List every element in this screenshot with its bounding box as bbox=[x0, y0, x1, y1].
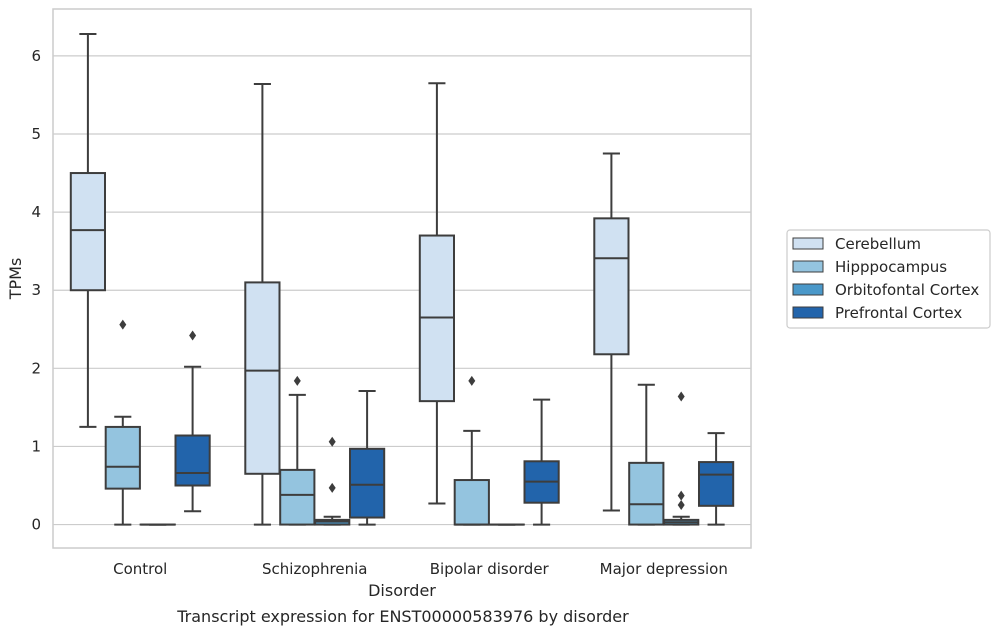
x-tick-label: Control bbox=[113, 560, 167, 578]
box-hipppocampus bbox=[453, 375, 490, 526]
box-prefrontal-cortex bbox=[174, 330, 211, 513]
x-axis-ticks: Control Schizophrenia Bipolar disorder Majo… bbox=[113, 560, 728, 578]
outlier-point bbox=[189, 330, 197, 341]
box-hipppocampus bbox=[104, 319, 141, 526]
box-hipppocampus bbox=[628, 383, 665, 526]
legend-frame bbox=[786, 229, 991, 329]
outlier-point bbox=[677, 490, 685, 501]
legend-swatch bbox=[792, 237, 824, 250]
gridlines bbox=[53, 55, 751, 526]
x-tick-label: Bipolar disorder bbox=[430, 560, 550, 578]
box-body bbox=[279, 468, 316, 526]
box-body bbox=[104, 425, 141, 490]
box-body bbox=[244, 281, 281, 475]
outlier-point bbox=[328, 482, 336, 493]
x-tick-label: Schizophrenia bbox=[262, 560, 367, 578]
y-tick-label: 0 bbox=[31, 516, 41, 534]
legend-label: Prefrontal Cortex bbox=[835, 304, 962, 322]
box-prefrontal-cortex bbox=[523, 398, 560, 526]
y-axis-ticks: 0 1 2 3 4 5 6 bbox=[31, 47, 41, 534]
box-cerebellum bbox=[244, 82, 281, 526]
box-cerebellum bbox=[69, 32, 107, 428]
y-tick-label: 6 bbox=[31, 47, 41, 65]
legend-swatch bbox=[792, 283, 824, 296]
y-tick-label: 5 bbox=[31, 125, 41, 143]
legend-label: Orbitofontal Cortex bbox=[835, 281, 979, 299]
box-orbitofontal-cortex bbox=[663, 391, 700, 526]
box-body bbox=[174, 434, 211, 487]
legend-swatch bbox=[792, 306, 824, 319]
box-body bbox=[348, 447, 386, 519]
box-body bbox=[628, 461, 665, 526]
chart-caption: Transcript expression for ENST0000058397… bbox=[176, 607, 629, 626]
box-prefrontal-cortex bbox=[348, 389, 386, 526]
box-body bbox=[697, 461, 735, 507]
legend-label: Hipppocampus bbox=[835, 258, 947, 276]
box-cerebellum bbox=[418, 82, 456, 505]
outlier-point bbox=[328, 436, 336, 447]
box-cerebellum bbox=[593, 152, 630, 512]
legend-label: Cerebellum bbox=[835, 235, 921, 253]
box-body bbox=[593, 217, 630, 356]
outlier-point bbox=[119, 319, 127, 330]
box-orbitofontal-cortex bbox=[314, 436, 351, 526]
y-tick-label: 1 bbox=[31, 437, 41, 455]
outlier-point bbox=[677, 391, 685, 402]
box-prefrontal-cortex bbox=[697, 432, 735, 526]
legend-swatch bbox=[792, 260, 824, 273]
outlier-point bbox=[677, 500, 685, 511]
outlier-point bbox=[468, 375, 476, 386]
box-body bbox=[453, 479, 490, 526]
y-tick-label: 2 bbox=[31, 359, 41, 377]
outlier-point bbox=[293, 375, 301, 386]
x-tick-label: Major depression bbox=[600, 560, 728, 578]
y-tick-label: 3 bbox=[31, 281, 41, 299]
box-hipppocampus bbox=[279, 375, 316, 526]
y-axis-label: TPMs bbox=[6, 258, 25, 301]
plot-frame bbox=[52, 8, 752, 549]
box-series bbox=[69, 32, 735, 526]
legend: Cerebellum Hipppocampus Orbitofontal Corte… bbox=[786, 229, 991, 329]
x-axis-label: Disorder bbox=[368, 581, 436, 600]
box-body bbox=[69, 172, 107, 292]
y-tick-label: 4 bbox=[31, 203, 41, 221]
